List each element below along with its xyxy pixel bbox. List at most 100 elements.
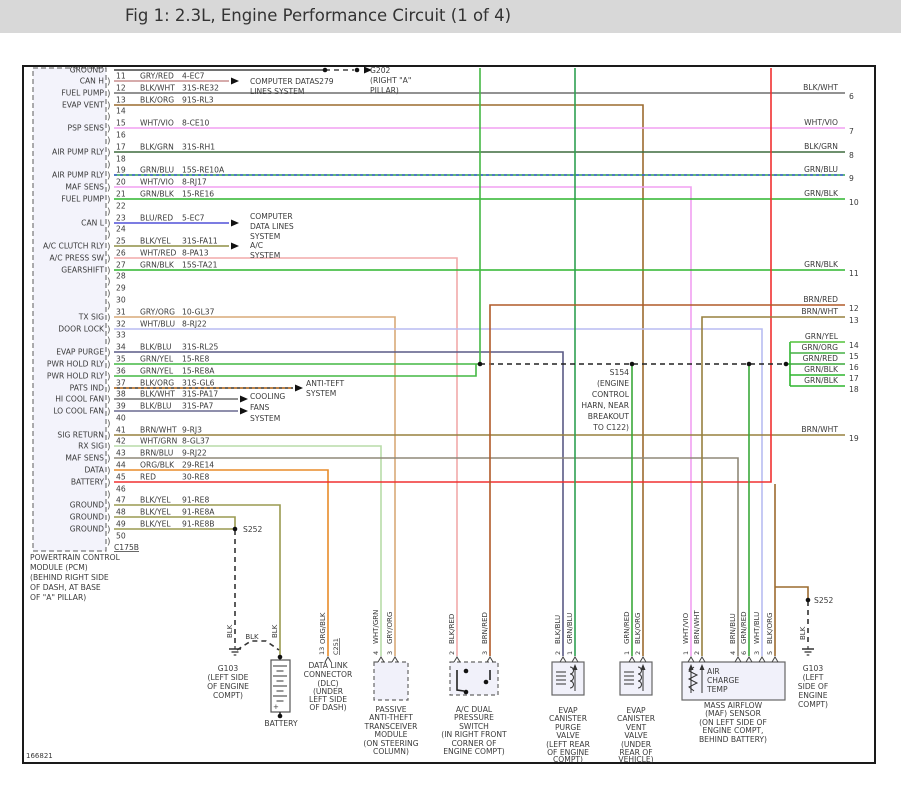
pin-connector-chevron	[771, 656, 779, 663]
g103r-1: G103	[803, 664, 824, 673]
pcm-circuit-code: 8-RJ17	[182, 178, 207, 187]
pin-connector-chevron	[486, 656, 494, 663]
pcm-wire-color: WHT/GRN	[140, 437, 177, 446]
rot-blkorg-v: BLK/ORG	[634, 613, 642, 644]
blk-rot-s252r: BLK	[799, 626, 807, 640]
pcm-pin-number: 44	[116, 461, 126, 470]
s252-left-label: S252	[243, 525, 262, 534]
purge-5: (LEFT REAR	[546, 740, 591, 749]
antitheft-2: SYSTEM	[306, 389, 336, 398]
patm-3: TRANSCEIVER	[364, 722, 419, 731]
vent-4: VALVE	[624, 731, 647, 740]
s154-6: TO C122)	[592, 423, 629, 432]
edge-num-12: 12	[849, 304, 859, 313]
pcm-connector-pin: )	[107, 102, 111, 112]
pin34-wire	[114, 351, 564, 656]
s279-label: S279	[314, 77, 333, 86]
cdls-mid-2: DATA LINES	[250, 222, 294, 231]
junction-dot	[783, 361, 789, 367]
pcm-pin-number: 18	[116, 155, 126, 164]
pcm-connector-pin: )	[107, 231, 111, 241]
pcm-wire-color: BLK/ORG	[140, 379, 174, 388]
pin-connector-chevron	[734, 656, 742, 663]
system-arrow	[240, 395, 248, 403]
pcm-connector-pin: )	[107, 125, 111, 135]
pcm-pin-function: FUEL PUMP	[61, 89, 104, 98]
edge-lbl-6: BLK/WHT	[803, 83, 838, 92]
pin31-wire	[114, 316, 396, 656]
system-arrow	[295, 384, 303, 392]
pcm-pin-number: 46	[116, 485, 126, 494]
rot-grnblu: GRN/BLU	[566, 613, 574, 644]
pcm-connector-pin: )	[107, 349, 111, 359]
purge-4: VALVE	[556, 731, 579, 740]
maf-4: ENGINE COMPT,	[703, 726, 764, 735]
pcm-circuit-code: 4-EC7	[182, 72, 205, 81]
rot-gryorg: GRY/ORG	[386, 612, 394, 644]
pcm-circuit-code: 91-RE8	[182, 496, 209, 505]
pcm-circuit-code: 15S-RE10A	[182, 166, 225, 175]
pcm-pin-function: GROUND	[70, 513, 104, 522]
vent-5: (UNDER	[621, 740, 652, 749]
acdps-2: PRESSURE	[454, 713, 494, 722]
pcm-pin-number: 33	[116, 331, 126, 340]
edge-lbl-17: GRN/BLK	[804, 365, 839, 374]
dlc-6: OF DASH)	[309, 703, 346, 712]
junction-dot	[805, 597, 811, 603]
pcm-connector-label: C175B	[114, 543, 139, 552]
thermistor-symbol	[687, 666, 699, 692]
pcm-pin-number: 21	[116, 190, 126, 199]
pcm-pin-number: 41	[116, 426, 126, 435]
pcm-pin-function: GROUND	[70, 501, 104, 510]
cdls-mid-1: COMPUTER	[250, 212, 293, 221]
pcm-connector-pin: )	[107, 149, 111, 159]
acdps-1: A/C DUAL	[456, 705, 493, 714]
pcm-circuit-code: 15-RE8A	[182, 367, 215, 376]
pcm-pin-number: 42	[116, 437, 126, 446]
edge-num-10: 10	[849, 198, 859, 207]
pcm-pin-function: EVAP PURGE	[56, 348, 104, 357]
pcm-wire-color: BLK/GRN	[140, 143, 174, 152]
pin-connector-chevron	[571, 656, 579, 663]
pcm-connector-pin: )	[107, 514, 111, 524]
pcm-pin-number: 17	[116, 143, 126, 152]
pcm-wire-color: GRY/ORG	[140, 308, 175, 317]
rot-pin-4: 4	[372, 651, 380, 655]
pcm-circuit-code: 8-GL37	[182, 437, 210, 446]
pcm-connector-pin: )	[107, 337, 111, 347]
pcm-wire-color: GRN/BLK	[140, 190, 175, 199]
pcm-pin-number: 35	[116, 355, 126, 364]
pcm-pin-number: 49	[116, 520, 126, 529]
pcm-pin-number: 25	[116, 237, 126, 246]
rot-blkblu: BLK/BLU	[554, 615, 562, 644]
edge-lbl-15: GRN/ORG	[801, 343, 838, 352]
pcm-connector-pin: )	[107, 526, 111, 536]
pcm-connector-pin: )	[107, 302, 111, 312]
pcm-wire-color: BLK/BLU	[140, 402, 172, 411]
pcm-connector-pin: )	[107, 137, 111, 147]
pin44-wire	[114, 469, 329, 656]
pcm-wire-color: ORG/BLK	[140, 461, 175, 470]
pcm-pin-number: 16	[116, 131, 126, 140]
edge-lbl-8: BLK/GRN	[804, 142, 838, 151]
vent-box	[619, 661, 653, 696]
g103r-2: (LEFT	[803, 673, 824, 682]
dlc-2: CONNECTOR	[304, 670, 353, 679]
pcm-pin-function: PSP SENS	[67, 124, 104, 133]
cdls-mid-3: SYSTEM	[250, 232, 280, 241]
rot-pin-2b: 2	[554, 651, 562, 655]
rot-pin-1b: 1	[623, 651, 631, 655]
edge-num-14: 14	[849, 341, 859, 350]
pcm-wire-color: WHT/VIO	[140, 119, 174, 128]
edge-lbl-18: GRN/BLK	[804, 376, 839, 385]
pcm-caption: POWERTRAIN CONTROL	[30, 553, 121, 562]
dlc-5: LEFT SIDE	[309, 695, 347, 704]
pcm-circuit-code: 9-RJ22	[182, 449, 207, 458]
rot-pin-3a: 3	[386, 651, 394, 655]
pcm-circuit-code: 15-RE16	[182, 190, 214, 199]
pin-connector-chevron	[391, 656, 399, 663]
pcm-wire-color: BLK/ORG	[140, 96, 174, 105]
pcm-circuit-code: 31S-RL25	[182, 343, 219, 352]
edge-lbl-10: GRN/BLK	[804, 189, 839, 198]
internal-arrow-head	[640, 664, 646, 670]
